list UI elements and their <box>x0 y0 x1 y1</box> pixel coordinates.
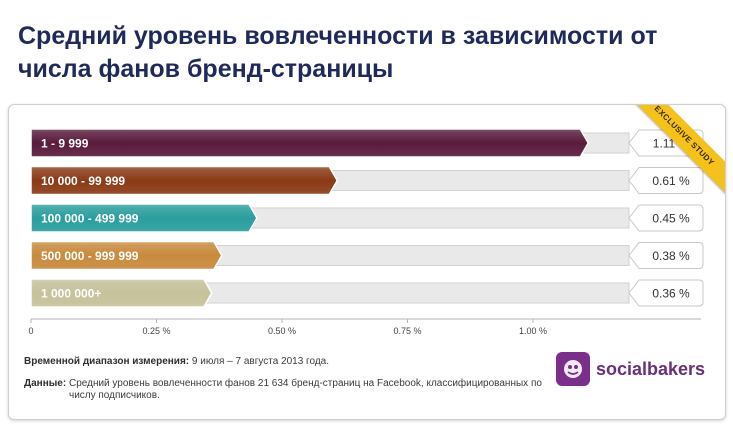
x-tick-label: 0.75 % <box>393 326 421 336</box>
value-label-box <box>628 242 704 269</box>
value-label-box <box>628 204 704 232</box>
period-note: Временной диапазон измерения: 9 июля – 7… <box>24 356 329 368</box>
bar-category-label: 1 000 000+ <box>41 287 101 301</box>
logo-text: socialbakers <box>596 359 706 379</box>
x-tick-label: 0.50 % <box>268 326 296 336</box>
chart-panel: 1 - 9 999 1.11 % 10 000 - 99 999 0.61 % 100 … <box>8 104 726 420</box>
x-tick-label: 1.00 % <box>519 326 547 336</box>
socialbakers-logo: socialbakers <box>556 352 716 392</box>
chart-title: Средний уровень вовлеченности в зависимо… <box>18 22 658 83</box>
bar-value-label: 0.61 % <box>652 174 690 188</box>
value-label-box <box>628 279 704 307</box>
bar <box>30 240 223 271</box>
bar-category-label: 500 000 - 999 999 <box>41 249 139 263</box>
bar-category-label: 10 000 - 99 999 <box>41 174 125 188</box>
data-label: Данные: <box>24 378 67 389</box>
data-note: Данные: Средний уровень вовлеченности фа… <box>24 378 549 402</box>
period-value: 9 июля – 7 августа 2013 года. <box>191 356 330 367</box>
bar-value-label: 0.45 % <box>652 212 690 226</box>
bar-category-label: 100 000 - 499 999 <box>41 212 139 226</box>
x-tick-label: 0.25 % <box>142 326 170 336</box>
bar <box>30 203 258 233</box>
bar <box>30 278 213 308</box>
socialbakers-logo-icon <box>556 352 590 386</box>
bar-value-label: 0.38 % <box>652 249 690 263</box>
bar <box>30 128 590 158</box>
bar <box>30 165 339 196</box>
bar-category-label: 1 - 9 999 <box>41 137 89 151</box>
data-value: Средний уровень вовлеченности фанов 21 6… <box>68 378 542 401</box>
x-tick-label: 0 <box>28 326 33 336</box>
bar-value-label: 0.36 % <box>652 287 690 301</box>
period-label: Временной диапазон измерения: <box>24 356 190 367</box>
